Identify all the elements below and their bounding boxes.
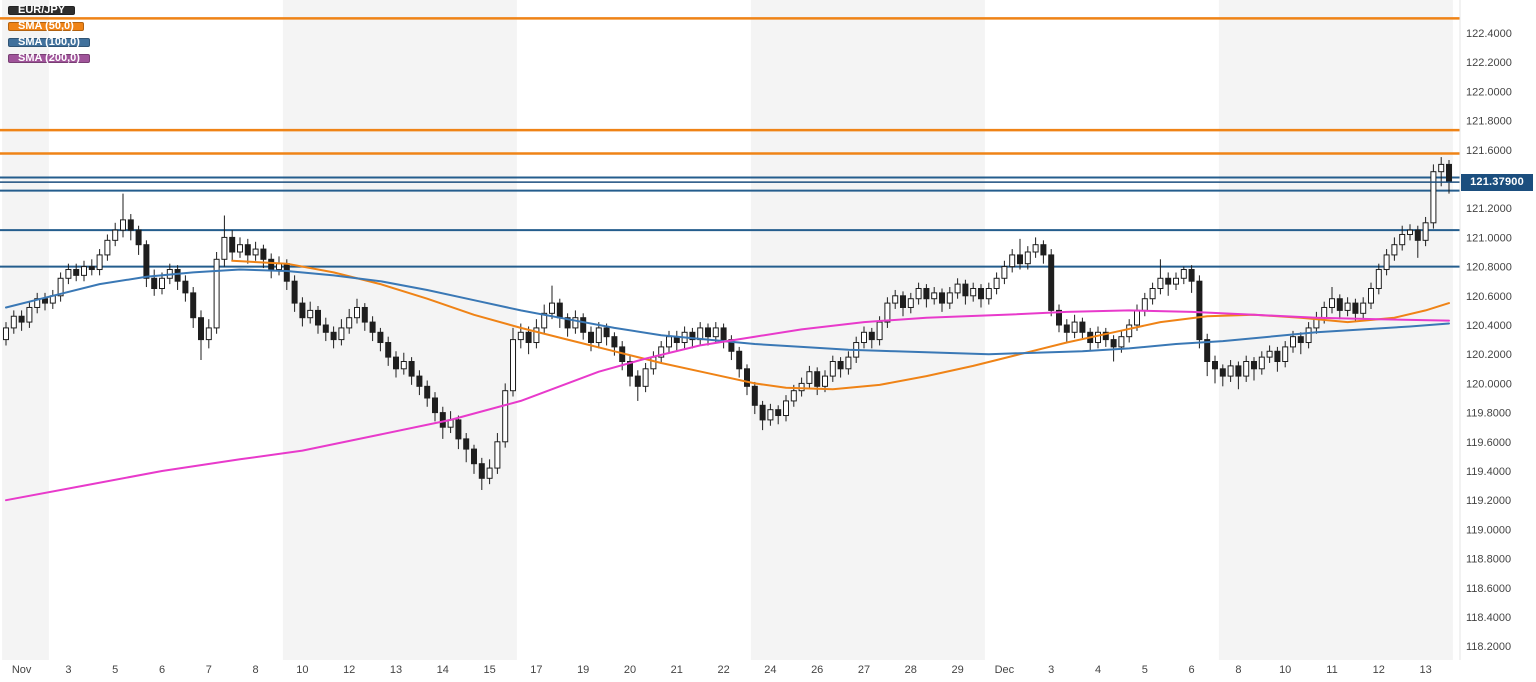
svg-text:118.2000: 118.2000	[1466, 641, 1511, 653]
sma100-badge[interactable]: SMA (100,0)	[8, 37, 90, 48]
svg-text:17: 17	[530, 664, 542, 676]
svg-text:14: 14	[437, 664, 449, 676]
svg-text:3: 3	[1048, 664, 1054, 676]
svg-text:121.8000: 121.8000	[1466, 116, 1512, 128]
sma-200-line	[5, 309, 1450, 502]
svg-text:28: 28	[905, 664, 917, 676]
svg-text:120.0000: 120.0000	[1466, 378, 1512, 390]
svg-text:Nov: Nov	[12, 664, 32, 676]
svg-text:122.2000: 122.2000	[1466, 57, 1512, 69]
svg-text:12: 12	[1373, 664, 1385, 676]
svg-text:118.6000: 118.6000	[1466, 583, 1511, 595]
svg-text:122.4000: 122.4000	[1466, 28, 1512, 40]
svg-text:10: 10	[296, 664, 308, 676]
svg-text:120.8000: 120.8000	[1466, 262, 1512, 274]
svg-text:121.6000: 121.6000	[1466, 145, 1512, 157]
svg-text:122.0000: 122.0000	[1466, 86, 1512, 98]
svg-text:120.2000: 120.2000	[1466, 349, 1512, 361]
svg-text:119.2000: 119.2000	[1466, 495, 1511, 507]
svg-text:21: 21	[671, 664, 683, 676]
svg-text:26: 26	[811, 664, 823, 676]
current-price-badge: 121.37900	[1461, 174, 1533, 192]
svg-text:120.6000: 120.6000	[1466, 291, 1512, 303]
svg-text:8: 8	[253, 664, 259, 676]
svg-text:27: 27	[858, 664, 870, 676]
svg-text:Dec: Dec	[995, 664, 1015, 676]
svg-text:13: 13	[1419, 664, 1431, 676]
x-axis-labels: Nov 3 5 6 7 8 10 12 13 14 15 17 19 20 21 22 24 26 27 28 29 De…	[12, 664, 1432, 676]
svg-text:120.4000: 120.4000	[1466, 320, 1512, 332]
svg-text:119.8000: 119.8000	[1466, 408, 1511, 420]
svg-text:12: 12	[343, 664, 355, 676]
svg-text:119.0000: 119.0000	[1466, 524, 1511, 536]
svg-text:13: 13	[390, 664, 402, 676]
svg-text:6: 6	[159, 664, 165, 676]
svg-text:6: 6	[1189, 664, 1195, 676]
svg-text:24: 24	[764, 664, 776, 676]
levels-layer	[0, 17, 1460, 268]
svg-text:8: 8	[1235, 664, 1241, 676]
sma50-badge[interactable]: SMA (50,0)	[8, 21, 84, 32]
week-bands-layer	[2, 0, 1453, 660]
legend: EUR/JPY SMA (50,0) SMA (100,0) SMA (200,…	[8, 5, 90, 70]
svg-text:15: 15	[483, 664, 495, 676]
svg-text:5: 5	[112, 664, 118, 676]
svg-text:118.4000: 118.4000	[1466, 612, 1511, 624]
svg-text:121.2000: 121.2000	[1466, 203, 1512, 215]
svg-text:5: 5	[1142, 664, 1148, 676]
svg-text:118.8000: 118.8000	[1466, 554, 1511, 566]
svg-text:121.0000: 121.0000	[1466, 232, 1512, 244]
symbol-badge[interactable]: EUR/JPY	[8, 5, 76, 16]
svg-text:119.4000: 119.4000	[1466, 466, 1511, 478]
svg-text:4: 4	[1095, 664, 1101, 676]
sma-100-line	[5, 268, 1450, 356]
svg-text:19: 19	[577, 664, 589, 676]
svg-text:119.6000: 119.6000	[1466, 437, 1511, 449]
svg-text:7: 7	[206, 664, 212, 676]
svg-text:20: 20	[624, 664, 636, 676]
svg-text:29: 29	[951, 664, 963, 676]
sma200-badge[interactable]: SMA (200,0)	[8, 53, 90, 64]
svg-text:10: 10	[1279, 664, 1291, 676]
svg-text:11: 11	[1326, 664, 1337, 676]
svg-text:3: 3	[65, 664, 71, 676]
svg-text:22: 22	[717, 664, 729, 676]
